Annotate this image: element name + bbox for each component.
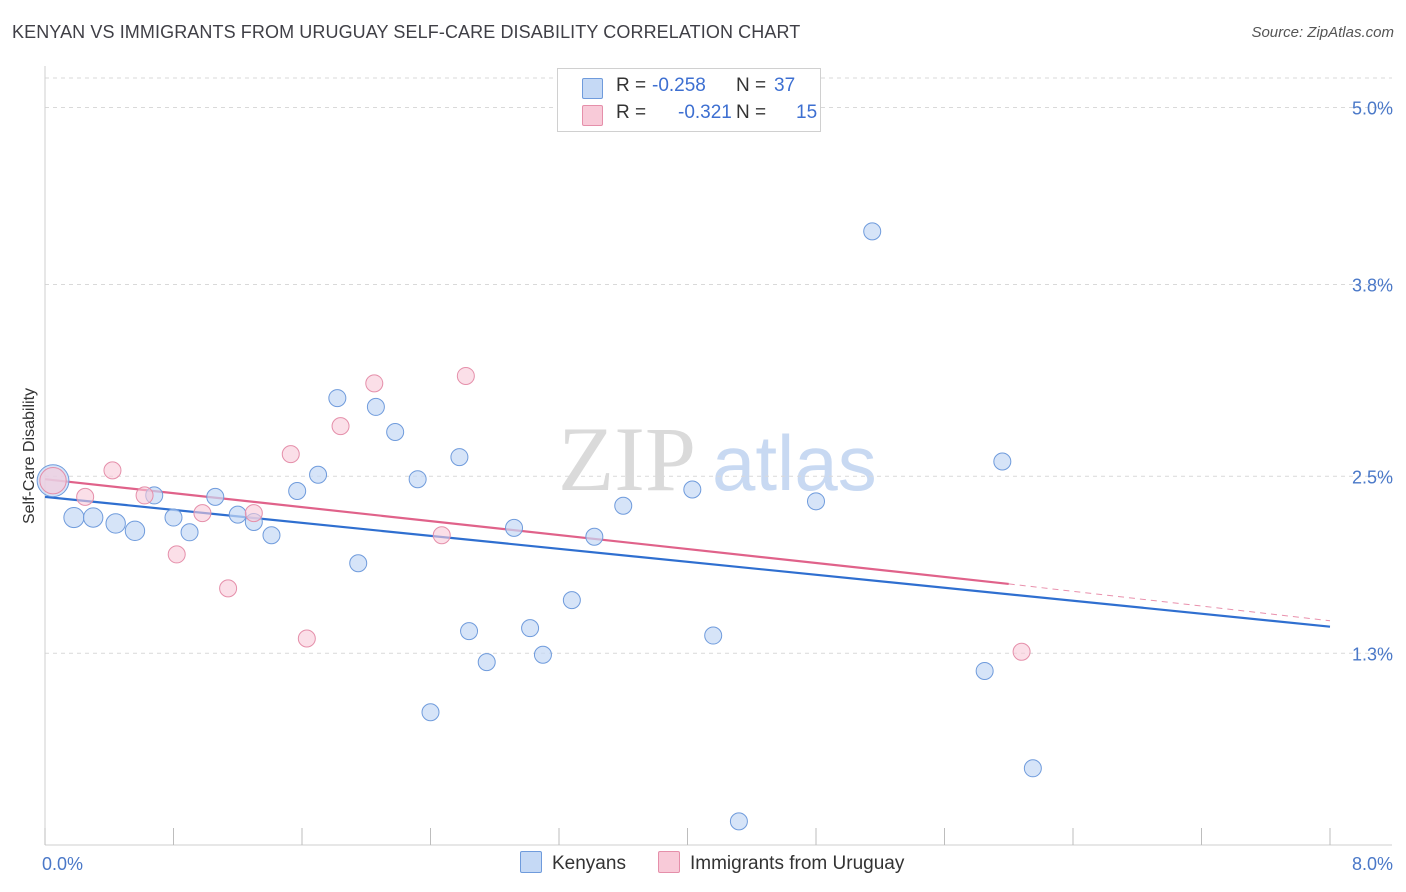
legend-label-uruguay: Immigrants from Uruguay — [690, 853, 905, 874]
point-kenyans — [328, 389, 347, 408]
point-kenyans — [683, 480, 702, 499]
trend-line-uruguay — [44, 478, 1009, 586]
legend-r-value: -0.258 — [652, 75, 706, 96]
y-tick-label: 1.3% — [1352, 644, 1393, 664]
point-uruguay — [432, 526, 451, 545]
point-kenyans — [262, 526, 281, 545]
point-kenyans — [533, 645, 552, 664]
point-uruguay — [1012, 642, 1031, 661]
axes — [44, 66, 1392, 846]
legend-swatch-uruguay — [582, 105, 603, 126]
point-kenyans — [450, 448, 469, 467]
point-uruguay — [219, 579, 238, 598]
point-kenyans — [288, 482, 307, 500]
legend-label-kenyans: Kenyans — [552, 853, 626, 874]
point-uruguay — [103, 461, 122, 480]
point-kenyans — [993, 452, 1012, 471]
legend-swatch-uruguay — [658, 851, 680, 873]
y-tick-label: 3.8% — [1352, 276, 1393, 296]
y-tick-label: 2.5% — [1352, 467, 1393, 487]
point-uruguay — [193, 504, 212, 523]
correlation-legend: R = -0.258 N = 37 R = -0.321 N = 15 — [557, 68, 821, 132]
point-uruguay — [281, 445, 300, 464]
point-kenyans — [521, 619, 540, 638]
point-uruguay — [167, 545, 186, 564]
point-uruguay — [244, 504, 263, 523]
trend-line-uruguay-extension — [1008, 583, 1331, 622]
point-uruguay — [456, 366, 475, 385]
point-uruguay — [76, 487, 95, 506]
point-kenyans — [180, 523, 199, 542]
tick-labels: 1.3% 2.5% 3.8% 5.0% 0.0% 8.0% — [42, 99, 1393, 875]
legend-n-value: 15 — [796, 102, 818, 123]
point-kenyans — [386, 423, 405, 441]
y-axis-title: Self-Care Disability — [21, 388, 38, 524]
point-kenyans — [614, 496, 633, 515]
data-points — [36, 222, 1042, 831]
point-kenyans — [1023, 759, 1042, 778]
y-tick-label: 5.0% — [1352, 99, 1393, 119]
point-kenyans — [460, 622, 479, 641]
point-kenyans — [164, 508, 183, 527]
point-kenyans — [228, 505, 247, 524]
watermark: ZIP atlas — [558, 408, 877, 510]
watermark-zip: ZIP — [558, 408, 696, 510]
point-kenyans — [206, 487, 225, 506]
legend-n-label: N = — [736, 75, 767, 96]
point-kenyans — [105, 513, 126, 534]
point-kenyans — [562, 591, 581, 610]
point-kenyans — [975, 661, 994, 680]
point-kenyans — [349, 554, 368, 573]
point-uruguay — [39, 467, 67, 495]
x-tick-label: 0.0% — [42, 854, 83, 874]
point-kenyans — [82, 507, 104, 528]
point-kenyans — [408, 470, 427, 489]
point-kenyans — [421, 703, 440, 722]
point-kenyans — [309, 465, 328, 484]
legend-r-label: R = — [616, 102, 647, 123]
point-kenyans — [863, 222, 882, 241]
legend-item-kenyans[interactable]: Kenyans — [520, 851, 626, 875]
legend-n-label: N = — [736, 102, 767, 123]
legend-r-value: -0.321 — [678, 102, 732, 123]
point-uruguay — [331, 417, 350, 436]
point-kenyans — [366, 397, 385, 416]
point-kenyans — [505, 518, 524, 537]
point-uruguay — [365, 374, 384, 393]
legend-item-uruguay[interactable]: Immigrants from Uruguay — [658, 851, 904, 875]
point-uruguay — [297, 629, 316, 648]
point-kenyans — [729, 812, 748, 831]
gridlines — [45, 77, 1392, 654]
legend-r-label: R = — [616, 75, 647, 96]
point-kenyans — [124, 520, 146, 542]
point-kenyans — [63, 506, 85, 529]
watermark-atlas: atlas — [712, 419, 877, 507]
point-kenyans — [477, 653, 496, 672]
point-kenyans — [585, 527, 604, 546]
chart-title: KENYAN VS IMMIGRANTS FROM URUGUAY SELF-C… — [12, 22, 801, 42]
x-tick-label: 8.0% — [1352, 854, 1393, 874]
point-kenyans — [704, 626, 723, 645]
legend-n-value: 37 — [774, 75, 796, 96]
point-uruguay — [135, 486, 154, 505]
source-credit: Source: ZipAtlas.com — [1251, 24, 1394, 41]
legend-swatch-kenyans — [520, 851, 542, 873]
series-legend: Kenyans Immigrants from Uruguay — [0, 851, 1406, 879]
legend-swatch-kenyans — [582, 78, 603, 99]
point-kenyans — [807, 492, 825, 511]
